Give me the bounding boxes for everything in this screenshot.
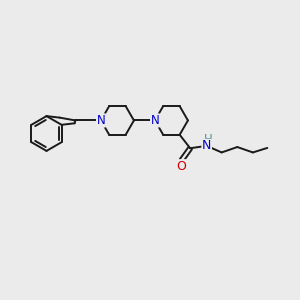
Text: O: O bbox=[176, 160, 186, 173]
Text: N: N bbox=[97, 114, 105, 127]
Text: N: N bbox=[151, 114, 159, 127]
Text: N: N bbox=[202, 139, 211, 152]
Text: H: H bbox=[204, 133, 212, 146]
